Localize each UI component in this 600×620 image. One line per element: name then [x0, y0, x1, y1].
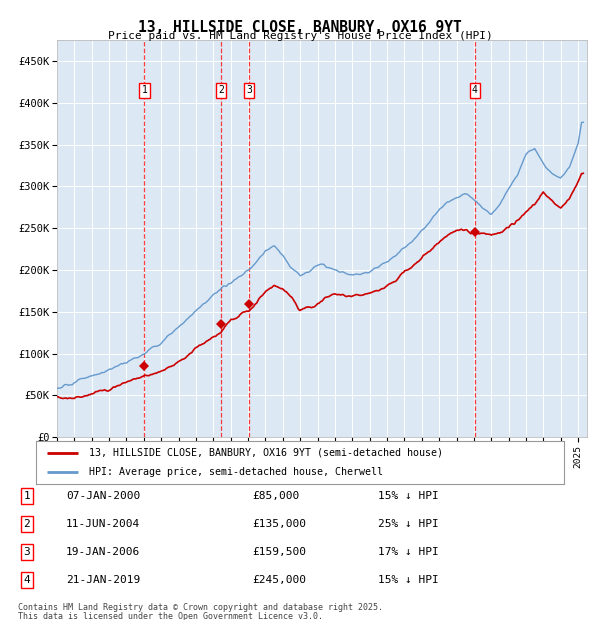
Text: HPI: Average price, semi-detached house, Cherwell: HPI: Average price, semi-detached house,…	[89, 467, 383, 477]
Text: £135,000: £135,000	[252, 519, 306, 529]
Text: 2: 2	[218, 86, 224, 95]
Text: 3: 3	[23, 547, 31, 557]
Text: 25% ↓ HPI: 25% ↓ HPI	[378, 519, 439, 529]
Text: 11-JUN-2004: 11-JUN-2004	[66, 519, 140, 529]
Text: 13, HILLSIDE CLOSE, BANBURY, OX16 9YT (semi-detached house): 13, HILLSIDE CLOSE, BANBURY, OX16 9YT (s…	[89, 448, 443, 458]
Text: 15% ↓ HPI: 15% ↓ HPI	[378, 575, 439, 585]
Text: Contains HM Land Registry data © Crown copyright and database right 2025.: Contains HM Land Registry data © Crown c…	[18, 603, 383, 612]
Text: 13, HILLSIDE CLOSE, BANBURY, OX16 9YT: 13, HILLSIDE CLOSE, BANBURY, OX16 9YT	[138, 20, 462, 35]
Text: 2: 2	[23, 519, 31, 529]
Text: 17% ↓ HPI: 17% ↓ HPI	[378, 547, 439, 557]
Text: £245,000: £245,000	[252, 575, 306, 585]
Text: 1: 1	[23, 491, 31, 501]
Text: 3: 3	[246, 86, 252, 95]
Text: 4: 4	[472, 86, 478, 95]
Text: 4: 4	[23, 575, 31, 585]
Text: 1: 1	[142, 86, 148, 95]
Text: £159,500: £159,500	[252, 547, 306, 557]
Text: Price paid vs. HM Land Registry's House Price Index (HPI): Price paid vs. HM Land Registry's House …	[107, 31, 493, 41]
Text: 07-JAN-2000: 07-JAN-2000	[66, 491, 140, 501]
Text: 21-JAN-2019: 21-JAN-2019	[66, 575, 140, 585]
Text: 19-JAN-2006: 19-JAN-2006	[66, 547, 140, 557]
Text: £85,000: £85,000	[252, 491, 299, 501]
Text: This data is licensed under the Open Government Licence v3.0.: This data is licensed under the Open Gov…	[18, 612, 323, 620]
Text: 15% ↓ HPI: 15% ↓ HPI	[378, 491, 439, 501]
